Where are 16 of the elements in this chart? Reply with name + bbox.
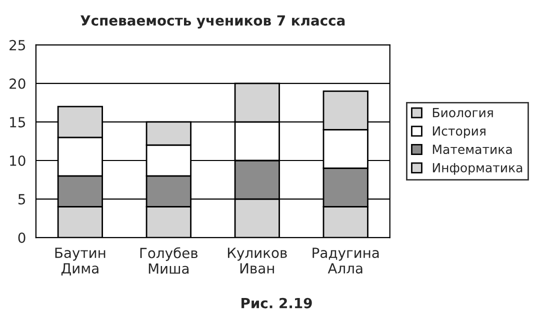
y-tick-label: 15 (10, 117, 26, 128)
legend-label: Биология (432, 108, 493, 118)
legend-label: Математика (432, 144, 512, 154)
y-tick-label: 0 (18, 232, 26, 244)
x-tick-label: Радугина Алла (312, 248, 379, 274)
y-tick-label: 25 (10, 40, 26, 50)
legend-label: Информатика (432, 163, 522, 175)
x-tick-label: Куликов Иван (228, 248, 287, 274)
text: Рис. 2.19 (242, 298, 312, 308)
y-tick-label: 10 (10, 155, 26, 166)
legend-label: История (432, 126, 486, 138)
y-tick-label: 20 (10, 78, 26, 89)
y-tick-label: 5 (18, 194, 26, 204)
chart-title: Успеваемость учеников 7 класса (80, 15, 345, 28)
x-tick-label: Голубев Миша (140, 247, 198, 274)
x-tick-label: Баутин Дима (55, 248, 106, 276)
